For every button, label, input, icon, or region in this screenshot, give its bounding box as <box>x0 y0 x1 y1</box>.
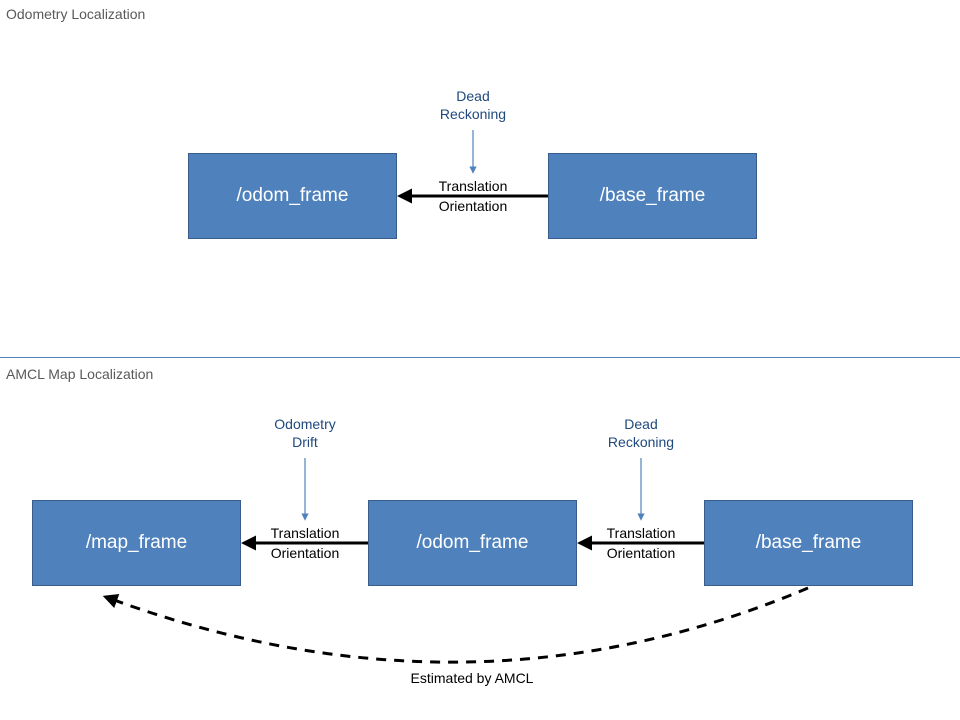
section1-title: Odometry Localization <box>6 6 145 22</box>
node-odom-s1: /odom_frame <box>188 153 397 239</box>
dashed-arc <box>114 588 808 662</box>
edge-s2r-label-bot: Orientation <box>581 545 701 561</box>
annot-s2r-label: DeadReckoning <box>561 416 721 451</box>
annot-s2l-label: OdometryDrift <box>225 416 385 451</box>
section-divider <box>0 357 960 358</box>
node-base-s2: /base_frame <box>704 500 913 586</box>
node-odom-s2: /odom_frame <box>368 500 577 586</box>
node-base-s1: /base_frame <box>548 153 757 239</box>
edge-s1-label-bot: Orientation <box>413 198 533 214</box>
node-map-s2: /map_frame <box>32 500 241 586</box>
annot-s1-label: DeadReckoning <box>393 88 553 123</box>
section2-title: AMCL Map Localization <box>6 366 153 382</box>
edge-s2r-label-top: Translation <box>581 525 701 541</box>
edge-s2l-label-bot: Orientation <box>245 545 365 561</box>
edge-s1-label-top: Translation <box>413 178 533 194</box>
arc-caption: Estimated by AMCL <box>322 670 622 686</box>
edge-s2l-label-top: Translation <box>245 525 365 541</box>
